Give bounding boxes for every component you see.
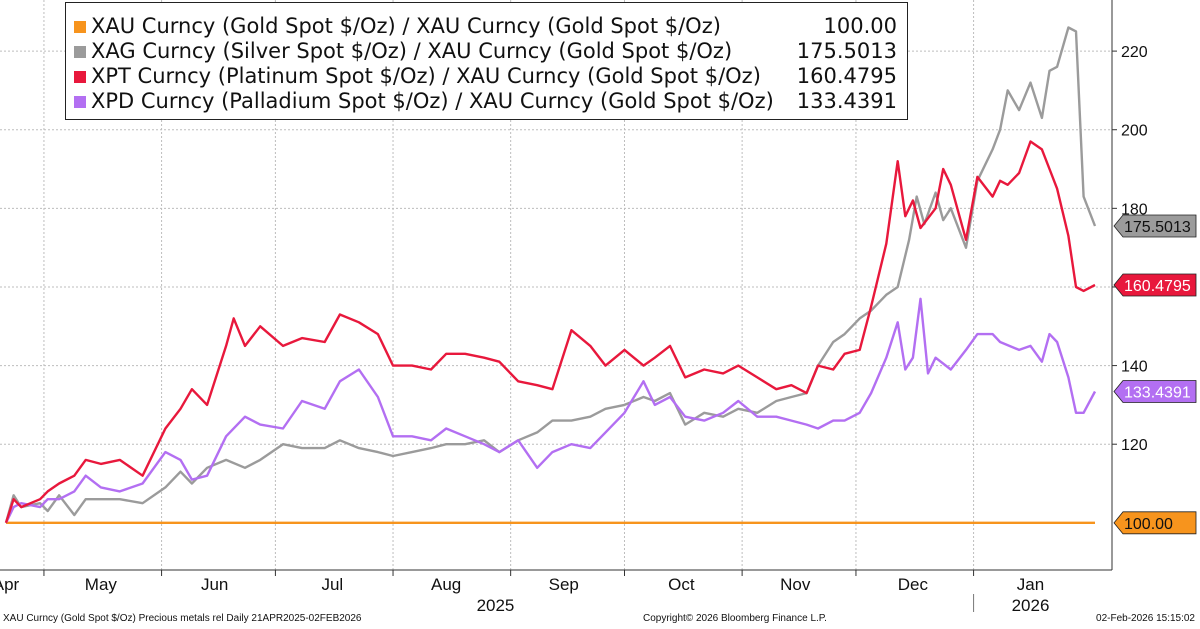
series-line-xpd [4, 297, 1097, 524]
y-tick-label: 220 [1121, 44, 1148, 61]
x-tick-label: Dec [898, 575, 929, 594]
year-label: 2026 [1012, 596, 1050, 615]
year-label: 2025 [477, 596, 515, 615]
x-tick-label: Aug [431, 575, 461, 594]
y-tick-label: 120 [1121, 437, 1148, 454]
tag-shape [1113, 511, 1197, 535]
footer-copyright: Copyright© 2026 Bloomberg Finance L.P. [643, 613, 827, 624]
tag-shape [1113, 273, 1197, 297]
legend-value-xag: 175.5013 [796, 39, 897, 63]
y-tick-label: 180 [1121, 201, 1148, 218]
last-value-tag-xpd: 133.4391 [1113, 380, 1197, 403]
y-tick-label: 140 [1121, 359, 1148, 376]
x-tick-label: May [85, 575, 118, 594]
x-tick-label: Apr [0, 575, 20, 594]
legend-entry-xpt: XPT Curncy (Platinum Spot $/Oz) / XAU Cu… [74, 64, 897, 90]
last-value-tags: 100.00 175.5013 160.4795 133.4391 [1113, 214, 1197, 535]
tag-label: 100.00 [1124, 516, 1173, 533]
y-tick-label: 200 [1121, 123, 1148, 140]
footer-description: XAU Curncy (Gold Spot $/Oz) Precious met… [3, 613, 362, 624]
legend-value-xpt: 160.4795 [796, 64, 897, 88]
last-value-tag-xau: 100.00 [1113, 511, 1197, 535]
x-tick-label: Jan [1017, 575, 1044, 594]
last-value-tag-xpt: 160.4795 [1113, 273, 1197, 297]
x-tick-label: Jun [201, 575, 228, 594]
x-tick-label: Sep [549, 575, 579, 594]
legend-entry-xag: XAG Curncy (Silver Spot $/Oz) / XAU Curn… [74, 39, 897, 65]
legend-swatch-xau [74, 21, 86, 33]
legend: XAU Curncy (Gold Spot $/Oz) / XAU Curncy… [65, 2, 908, 120]
legend-swatch-xpt [74, 71, 86, 83]
legend-label-xag: XAG Curncy (Silver Spot $/Oz) / XAU Curn… [91, 39, 733, 63]
x-tick-label: Oct [668, 575, 695, 594]
legend-label-xau: XAU Curncy (Gold Spot $/Oz) / XAU Curncy… [91, 14, 721, 38]
series-lines [4, 26, 1097, 524]
tag-label: 160.4795 [1124, 278, 1191, 295]
legend-value-xpd: 133.4391 [796, 89, 897, 113]
tag-label: 175.5013 [1124, 219, 1191, 236]
footer-timestamp: 02-Feb-2026 15:15:02 [1096, 613, 1195, 624]
gridlines [0, 0, 1112, 570]
tag-label: 133.4391 [1124, 385, 1191, 402]
tag-shape [1113, 380, 1197, 403]
x-tick-label: Jul [321, 575, 343, 594]
legend-swatch-xag [74, 46, 86, 58]
series-line-xpt [4, 140, 1096, 524]
legend-label-xpt: XPT Curncy (Platinum Spot $/Oz) / XAU Cu… [91, 64, 761, 88]
legend-value-xau: 100.00 [823, 14, 897, 38]
legend-label-xpd: XPD Curncy (Palladium Spot $/Oz) / XAU C… [91, 89, 774, 113]
last-value-tag-xag: 175.5013 [1113, 214, 1197, 238]
legend-swatch-xpd [74, 96, 86, 108]
legend-entry-xpd: XPD Curncy (Palladium Spot $/Oz) / XAU C… [74, 89, 897, 115]
tag-shape [1113, 214, 1197, 238]
legend-entry-xau: XAU Curncy (Gold Spot $/Oz) / XAU Curncy… [74, 14, 897, 40]
x-tick-label: Nov [780, 575, 811, 594]
